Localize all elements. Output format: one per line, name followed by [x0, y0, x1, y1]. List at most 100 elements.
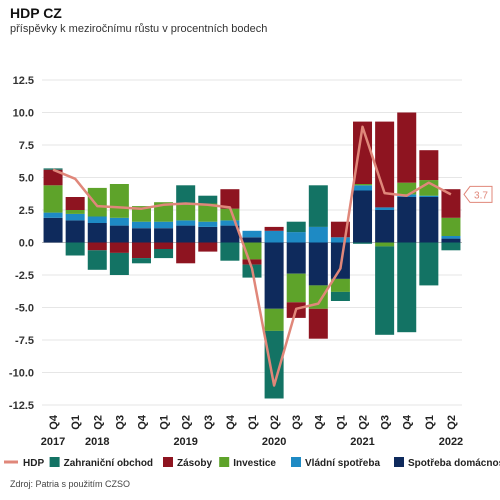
bar-vladni-spotreba [43, 212, 63, 218]
legend-swatch-zahranicni-obchod [49, 457, 60, 467]
bar-zasoby [441, 189, 461, 218]
y-tick-label: -2.5 [15, 270, 34, 282]
bar-investice [220, 208, 240, 221]
bar-zahranicni-obchod [397, 242, 417, 333]
bar-spotreba-domacnosti [198, 226, 218, 243]
last-value-callout [463, 185, 493, 203]
bar-zasoby [264, 226, 284, 231]
bar-investice [286, 273, 306, 303]
bar-zasoby [87, 242, 107, 251]
chart-title: HDP CZ [10, 5, 62, 21]
x-tick-quarter: Q2 [92, 415, 104, 430]
bar-vladni-spotreba [220, 220, 240, 226]
x-tick-quarter: Q4 [402, 414, 414, 430]
bar-spotreba-domacnosti [242, 237, 262, 243]
legend-label-spotreba-domacnosti: Spotřeba domácností [408, 458, 500, 469]
bar-zasoby [154, 242, 174, 249]
bar-investice [397, 182, 417, 195]
bar-investice [65, 210, 85, 214]
legend-label-investice: Investice [233, 458, 276, 469]
y-tick-label: 5.0 [19, 173, 34, 185]
bar-spotreba-domacnosti [264, 242, 284, 309]
bar-zahranicni-obchod [87, 250, 107, 270]
bar-investice [308, 285, 328, 309]
bar-vladni-spotreba [353, 185, 373, 191]
x-tick-quarter: Q4 [225, 414, 237, 430]
x-tick-quarter: Q2 [181, 415, 193, 430]
bar-spotreba-domacnosti [220, 225, 240, 243]
bar-vladni-spotreba [286, 232, 306, 243]
bar-zahranicni-obchod [264, 330, 284, 399]
y-tick-label: 10.0 [13, 108, 34, 120]
x-tick-quarter: Q4 [313, 414, 325, 430]
x-tick-quarter: Q2 [358, 415, 370, 430]
bar-spotreba-domacnosti [109, 225, 129, 243]
bar-zahranicni-obchod [308, 185, 328, 227]
x-tick-quarter: Q4 [48, 414, 60, 430]
x-tick-year: 2021 [350, 436, 374, 448]
bar-spotreba-domacnosti [441, 238, 461, 243]
bar-zasoby [198, 242, 218, 252]
x-tick-quarter: Q1 [424, 415, 436, 430]
y-tick-label: -7.5 [15, 335, 34, 347]
bar-vladni-spotreba [330, 237, 350, 243]
bar-vladni-spotreba [419, 195, 439, 197]
x-tick-quarter: Q1 [70, 415, 82, 430]
bar-zasoby [242, 259, 262, 265]
y-tick-label: -12.5 [9, 400, 34, 412]
bar-zasoby [109, 242, 129, 253]
bar-zahranicni-obchod [198, 195, 218, 204]
bar-investice [109, 184, 129, 218]
bar-zahranicni-obchod [419, 242, 439, 286]
y-tick-label: 12.5 [13, 75, 34, 87]
bar-vladni-spotreba [242, 230, 262, 238]
bar-zahranicni-obchod [220, 242, 240, 261]
bar-zasoby [65, 197, 85, 210]
bar-investice [131, 206, 151, 222]
bar-vladni-spotreba [131, 221, 151, 229]
legend-label-vladni-spotreba: Vládní spotřeba [305, 458, 380, 469]
x-tick-quarter: Q3 [114, 415, 126, 430]
legend-swatch-spotreba-domacnosti [394, 457, 404, 467]
x-tick-year: 2017 [41, 436, 65, 448]
y-tick-label: 0.0 [19, 238, 34, 250]
bar-zahranicni-obchod [330, 291, 350, 301]
bar-zahranicni-obchod [353, 242, 373, 244]
x-tick-quarter: Q1 [247, 415, 259, 430]
bar-investice [176, 204, 196, 221]
x-tick-quarter: Q2 [446, 415, 458, 430]
y-tick-label: 7.5 [19, 140, 34, 152]
bar-zahranicni-obchod [286, 221, 306, 233]
legend-swatch-vladni-spotreba [291, 457, 301, 467]
bar-investice [198, 203, 218, 222]
bar-vladni-spotreba [87, 216, 107, 223]
bar-spotreba-domacnosti [176, 225, 196, 243]
bar-spotreba-domacnosti [308, 242, 328, 286]
bar-investice [154, 202, 174, 222]
bar-spotreba-domacnosti [353, 190, 373, 243]
x-tick-quarter: Q1 [335, 415, 347, 430]
bar-spotreba-domacnosti [43, 217, 63, 243]
bar-investice [43, 185, 63, 213]
legend-label-zahranicni-obchod: Zahraniční obchod [64, 458, 153, 469]
bar-zahranicni-obchod [131, 258, 151, 264]
x-tick-quarter: Q4 [136, 414, 148, 430]
bar-vladni-spotreba [109, 217, 129, 226]
legend-swatch-zasoby [163, 457, 173, 467]
bar-vladni-spotreba [65, 213, 85, 221]
bar-vladni-spotreba [264, 230, 284, 243]
hdp-line [52, 125, 452, 387]
bar-zasoby [220, 189, 240, 209]
x-tick-quarter: Q1 [159, 415, 171, 430]
source-note: Zdroj: Patria s použitím CZSO [10, 479, 131, 489]
chart-subtitle: příspěvky k meziročnímu růstu v procentn… [10, 23, 268, 35]
x-tick-quarter: Q3 [291, 415, 303, 430]
x-tick-quarter: Q2 [269, 415, 281, 430]
bar-zahranicni-obchod [176, 185, 196, 205]
x-tick-year: 2020 [262, 436, 286, 448]
bar-vladni-spotreba [441, 236, 461, 239]
bar-spotreba-domacnosti [397, 197, 417, 243]
bar-zahranicni-obchod [375, 246, 395, 335]
bar-zasoby [419, 150, 439, 181]
